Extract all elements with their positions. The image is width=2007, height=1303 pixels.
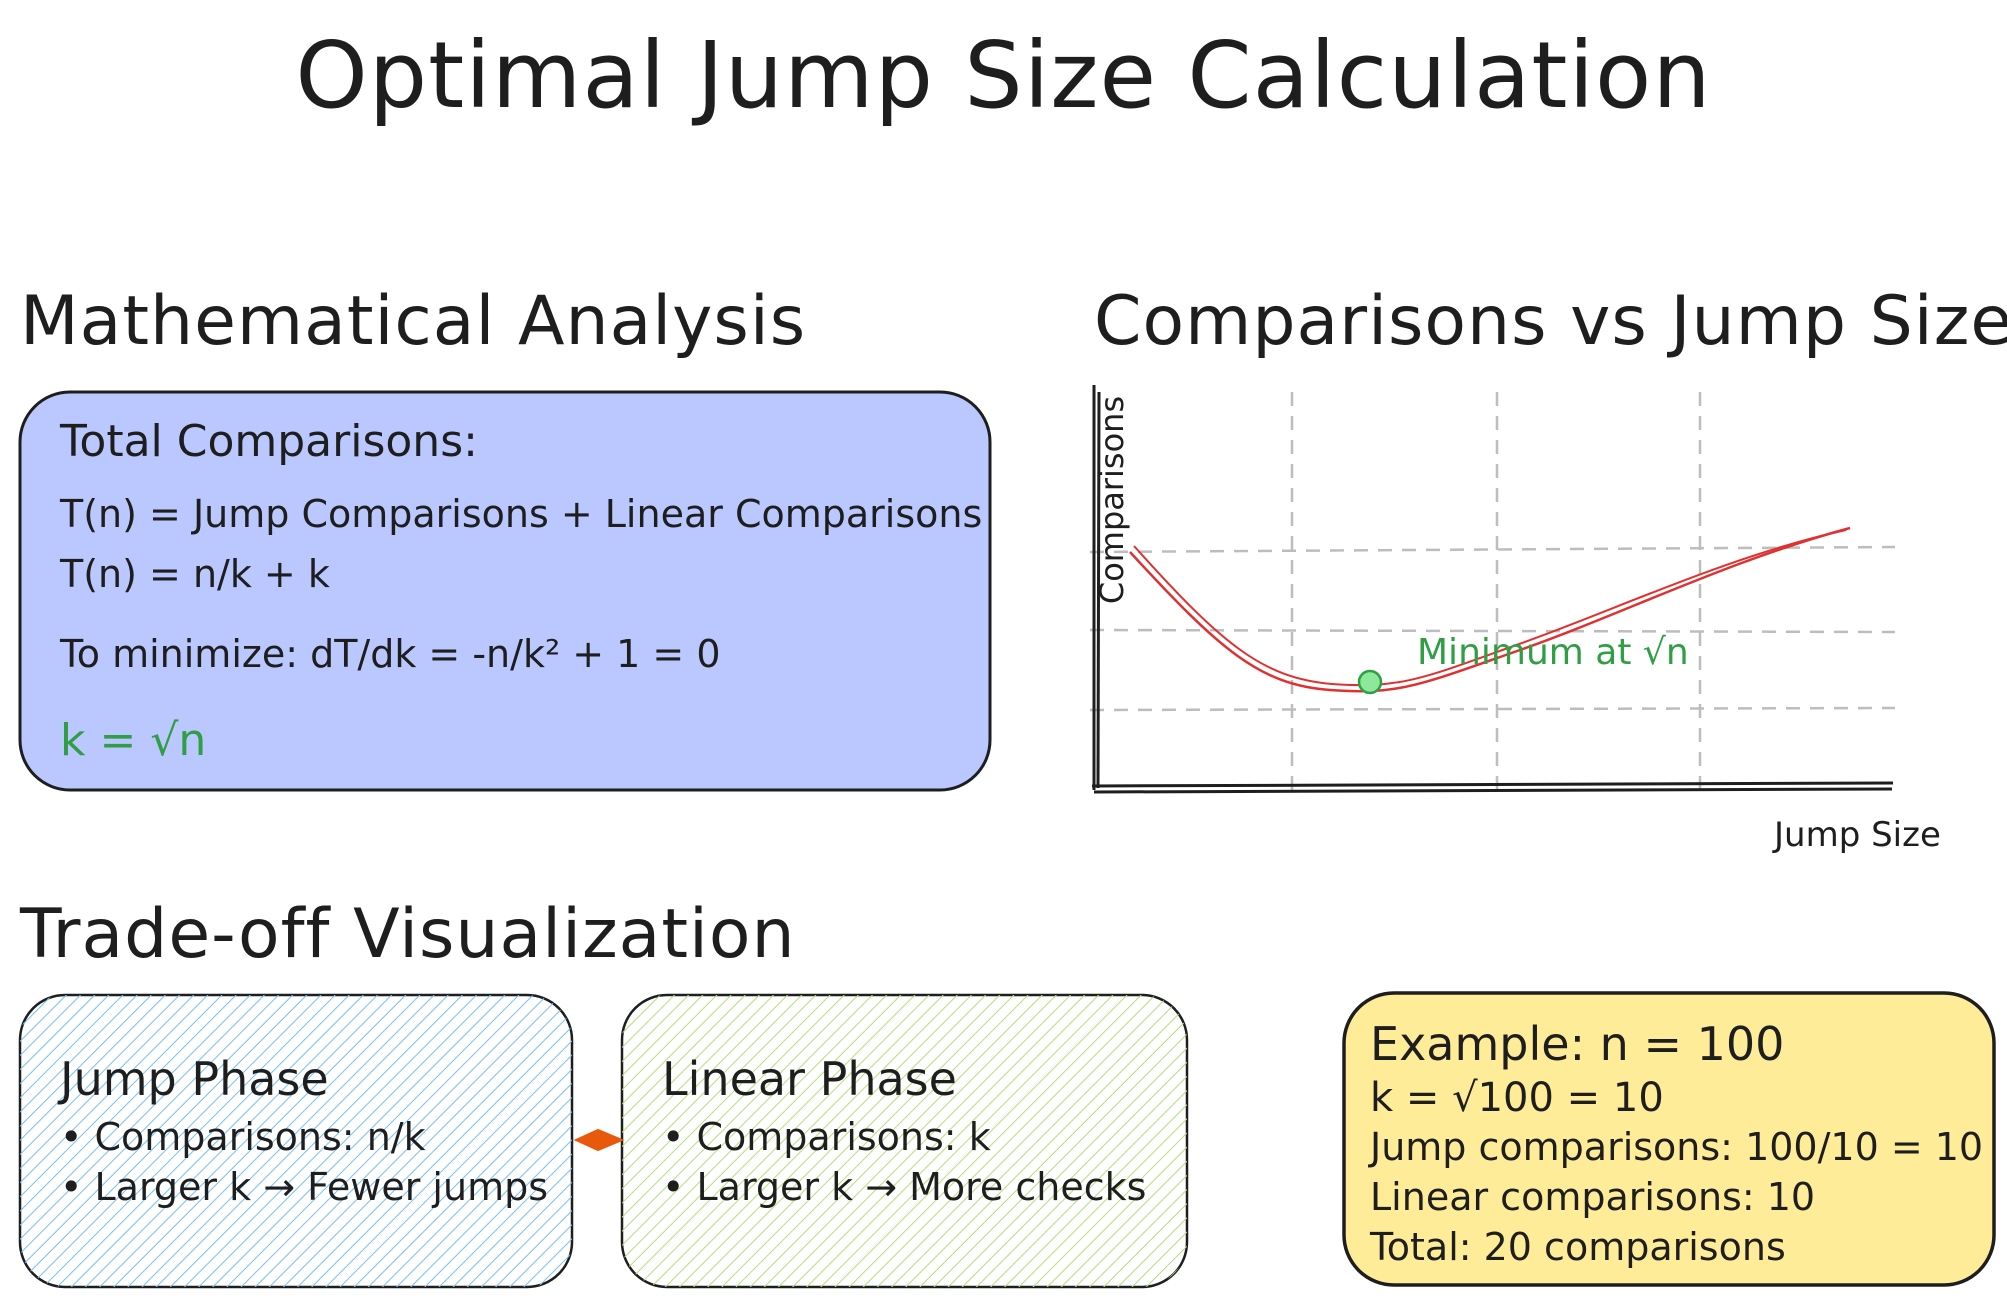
comparisons-curve (1129, 526, 1851, 693)
optimal-k-result: k = √n (60, 715, 207, 766)
example-total: Total: 20 comparisons (1370, 1225, 1786, 1269)
y-axis-label: Comparisons (1093, 395, 1131, 605)
analysis-heading: Mathematical Analysis (20, 282, 807, 361)
equation-general: T(n) = Jump Comparisons + Linear Compari… (60, 492, 983, 536)
connector-diamond (573, 1128, 625, 1152)
minimize-derivative: To minimize: dT/dk = -n/k² + 1 = 0 (60, 632, 721, 676)
example-k-value: k = √100 = 10 (1370, 1075, 1664, 1121)
example-title: Example: n = 100 (1370, 1017, 1785, 1071)
example-linear-comparisons: Linear comparisons: 10 (1370, 1175, 1816, 1219)
equation-specific: T(n) = n/k + k (60, 552, 330, 596)
analysis-box (18, 390, 992, 792)
minimum-point (1357, 669, 1383, 695)
jump-phase-title: Jump Phase (60, 1052, 329, 1106)
x-axis-label: Jump Size (1774, 815, 1941, 855)
jump-phase-bullet-2: • Larger k → Fewer jumps (60, 1165, 549, 1209)
jump-phase-bullet-1: • Comparisons: n/k (60, 1115, 426, 1159)
minimum-annotation: Minimum at √n (1417, 632, 1689, 673)
example-box (1342, 991, 1996, 1287)
chart-heading: Comparisons vs Jump Size (1094, 282, 2007, 361)
page-title: Optimal Jump Size Calculation (295, 22, 1712, 129)
linear-phase-bullet-2: • Larger k → More checks (662, 1165, 1147, 1209)
chart-axes (1091, 385, 1894, 794)
tradeoff-heading: Trade-off Visualization (20, 895, 796, 974)
linear-phase-bullet-1: • Comparisons: k (662, 1115, 991, 1159)
chart-grid (1089, 392, 1896, 790)
total-comparisons-label: Total Comparisons: (60, 416, 478, 467)
linear-phase-title: Linear Phase (662, 1052, 957, 1106)
example-jump-comparisons: Jump comparisons: 100/10 = 10 (1370, 1125, 1984, 1169)
